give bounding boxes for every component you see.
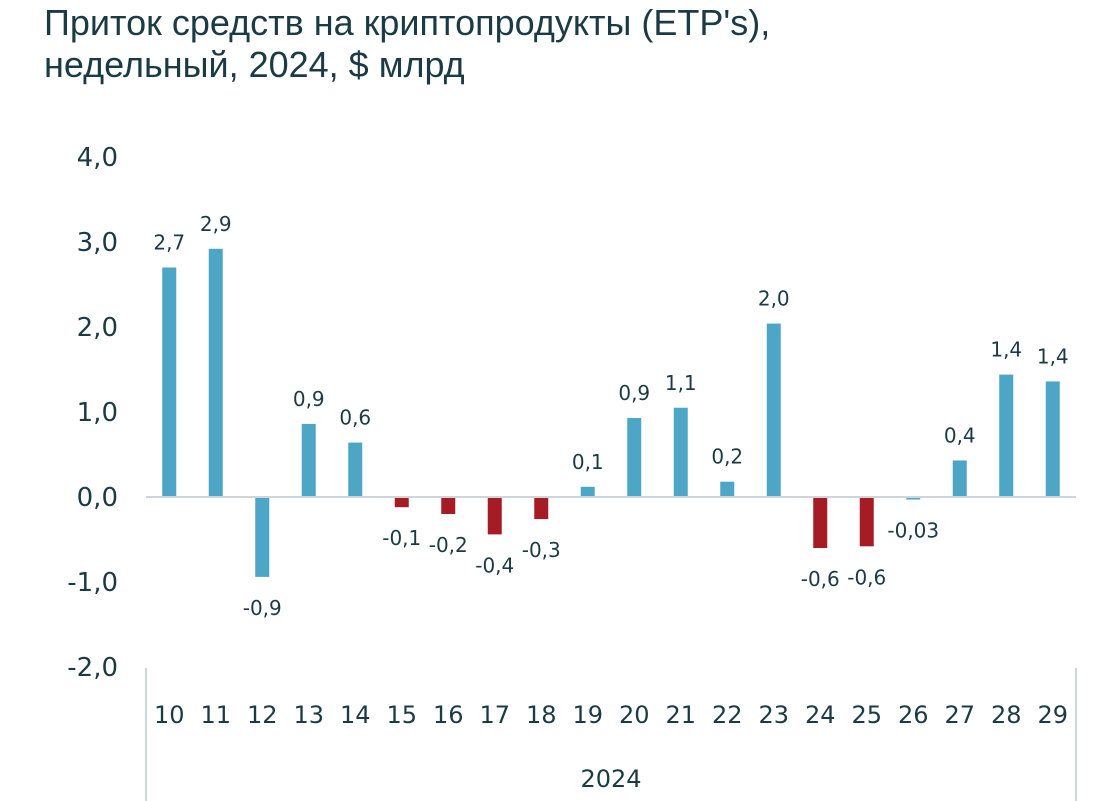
chart-title-line-2: недельный, 2024, $ млрд (44, 44, 465, 85)
x-tick-label: 18 (526, 701, 557, 729)
x-tick-label: 24 (805, 701, 836, 729)
bar (441, 497, 456, 514)
bars (162, 248, 1060, 577)
bar (766, 323, 781, 497)
x-tick-label: 13 (293, 701, 324, 729)
data-label: 1,1 (665, 371, 697, 395)
data-label: -0,1 (382, 526, 421, 550)
chart-title-line-1: Приток средств на криптопродукты (ETP's)… (44, 2, 771, 43)
data-label: 0,1 (572, 450, 604, 474)
x-tick-label: 26 (898, 701, 929, 729)
data-label: -0,4 (475, 553, 514, 577)
x-tick-label: 16 (433, 701, 464, 729)
bar (394, 497, 409, 508)
x-tick-label: 10 (154, 701, 185, 729)
x-tick-label: 17 (479, 701, 510, 729)
data-label: -0,9 (243, 596, 282, 620)
x-tick-label: 22 (712, 701, 743, 729)
x-tick-label: 28 (991, 701, 1022, 729)
data-label: 0,9 (618, 381, 650, 405)
x-group-label: 2024 (580, 765, 641, 793)
bar (720, 481, 735, 497)
y-tick-label: -2,0 (67, 653, 118, 683)
bar (208, 248, 223, 497)
data-label: 2,7 (153, 231, 185, 255)
chart-title: Приток средств на криптопродукты (ETP's)… (44, 2, 1084, 86)
x-tick-label: 20 (619, 701, 650, 729)
x-tick-label: 25 (851, 701, 882, 729)
y-tick-label: 2,0 (77, 313, 118, 343)
y-tick-label: 3,0 (77, 228, 118, 258)
data-label: 1,4 (990, 338, 1022, 362)
bar (1045, 381, 1060, 497)
data-label: 2,9 (200, 212, 232, 236)
x-tick-label: 23 (758, 701, 789, 729)
bar (952, 460, 967, 497)
data-label: 0,2 (711, 445, 743, 469)
bar (534, 497, 549, 520)
data-label: 0,4 (944, 423, 976, 447)
x-tick-label: 19 (572, 701, 603, 729)
data-label: -0,2 (429, 533, 468, 557)
bar (348, 442, 363, 497)
bar (301, 423, 316, 497)
bar (859, 497, 874, 547)
x-axis: 10 11 12 13 14 15 16 17 18 19 20 21 22 23 24 25 26 27 28 29 (145, 668, 1077, 801)
x-tick-label: 14 (340, 701, 371, 729)
bar (813, 497, 828, 548)
y-tick-label: 1,0 (77, 398, 118, 428)
data-label: -0,6 (801, 567, 840, 591)
x-tick-label: 15 (386, 701, 417, 729)
y-tick-label: 4,0 (77, 143, 118, 173)
data-label: 0,6 (339, 406, 371, 430)
data-label: 2,0 (758, 287, 790, 311)
data-label: 1,4 (1037, 344, 1069, 368)
data-label: -0,03 (887, 519, 939, 543)
bar (162, 267, 177, 497)
x-tick-label: 21 (665, 701, 696, 729)
bar (627, 417, 642, 497)
data-label: -0,3 (522, 538, 561, 562)
y-axis: -2,0 -1,0 0,0 1,0 2,0 3,0 4,0 (67, 143, 118, 683)
x-tick-label: 27 (944, 701, 975, 729)
y-tick-label: 0,0 (77, 483, 118, 513)
bar (487, 497, 502, 535)
bar (906, 497, 921, 500)
bar (673, 407, 688, 497)
data-label: 0,9 (293, 387, 325, 411)
bar (580, 486, 595, 497)
data-label: -0,6 (847, 565, 886, 589)
x-tick-label: 11 (200, 701, 231, 729)
x-tick-label: 12 (247, 701, 278, 729)
y-tick-label: -1,0 (67, 568, 118, 598)
bar (255, 497, 270, 577)
bar (999, 374, 1014, 497)
data-labels: 2,7 2,9 -0,9 0,9 0,6 -0,1 -0,2 -0,4 -0,3 0,1 0,9 1,… (153, 212, 1068, 620)
x-tick-label: 29 (1037, 701, 1068, 729)
